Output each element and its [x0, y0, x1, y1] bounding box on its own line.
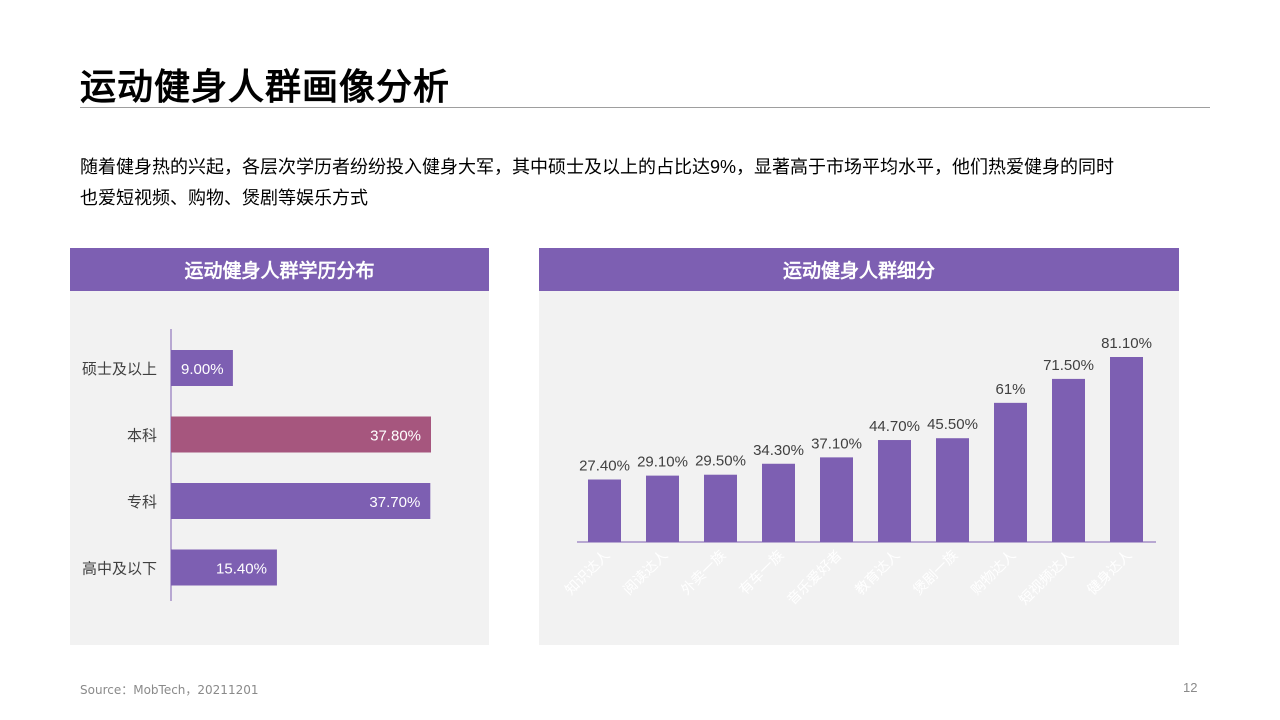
page-title: 运动健身人群画像分析: [80, 66, 451, 107]
segment-category-label: 外卖一族: [678, 547, 729, 598]
segment-bar: [1110, 357, 1143, 542]
education-data-label: 9.00%: [181, 361, 224, 378]
segment-chart-title: 运动健身人群细分: [539, 248, 1179, 291]
segment-bar: [878, 440, 911, 542]
education-category-label: 本科: [127, 428, 157, 445]
segment-category-label: 有车一族: [736, 547, 787, 598]
source-note: Source：MobTech，20211201: [80, 683, 259, 697]
education-data-label: 37.70%: [369, 494, 420, 511]
segment-bar-chart: 27.40% 知识达人 29.10% 阅读达人 29.50% 外卖一族 34.30% 有车一族…: [562, 335, 1156, 608]
education-bar: [171, 416, 431, 453]
education-chart-title: 运动健身人群学历分布: [70, 248, 489, 291]
segment-category-label: 短视频达人: [1016, 547, 1077, 608]
segment-category-label: 健身达人: [1084, 547, 1135, 598]
education-bar: [171, 483, 431, 519]
segment-data-label: 44.70%: [869, 418, 920, 435]
education-bar-chart: 硕士及以上 9.00% 本科 37.80% 专科 37.70% 高中及以下 15.40%: [82, 329, 431, 601]
education-category-label: 硕士及以上: [82, 361, 157, 378]
segment-bar: [820, 457, 853, 542]
segment-category-label: 音乐爱好者: [784, 547, 845, 608]
segment-bar: [588, 479, 621, 542]
segment-category-label: 教育达人: [852, 547, 903, 598]
segment-bar: [762, 463, 795, 542]
segment-data-label: 45.50%: [927, 416, 978, 433]
segment-category-label: 煲剧一族: [910, 547, 961, 598]
segment-data-label: 61%: [995, 381, 1025, 398]
segment-category-label: 阅读达人: [620, 547, 671, 598]
education-bar: [171, 549, 277, 586]
segment-category-label: 知识达人: [562, 547, 613, 598]
segment-bar: [704, 474, 737, 542]
intro-text: 随着健身热的兴起，各层次学历者纷纷投入健身大军，其中硕士及以上的占比达9%，显著…: [80, 152, 1200, 214]
education-data-label: 37.80%: [370, 428, 421, 445]
education-category-label: 高中及以下: [82, 561, 157, 578]
segment-chart-panel: 运动健身人群细分 27.40% 知识达人 29.10% 阅读达人 29.50% 外卖一族 3…: [539, 248, 1179, 645]
segment-data-label: 71.50%: [1043, 357, 1094, 374]
segment-bar: [994, 402, 1027, 542]
segment-bar: [1052, 378, 1085, 542]
intro-line-2: 也爱短视频、购物、煲剧等娱乐方式: [80, 188, 368, 208]
segment-data-label: 29.10%: [637, 454, 688, 471]
education-data-label: 15.40%: [216, 561, 267, 578]
segment-data-label: 34.30%: [753, 442, 804, 459]
education-category-label: 专科: [127, 494, 157, 511]
title-divider: [80, 107, 1210, 108]
segment-data-label: 81.10%: [1101, 335, 1152, 352]
segment-category-label: 购物达人: [968, 547, 1019, 598]
segment-bar: [936, 438, 969, 542]
page-number: 12: [1183, 680, 1198, 695]
intro-line-1: 随着健身热的兴起，各层次学历者纷纷投入健身大军，其中硕士及以上的占比达9%，显著…: [80, 157, 1115, 177]
segment-bar: [646, 475, 679, 542]
education-chart-panel: 运动健身人群学历分布 硕士及以上 9.00% 本科 37.80% 专科 37.70% 高中及…: [70, 248, 489, 645]
segment-data-label: 29.50%: [695, 453, 746, 470]
segment-data-label: 37.10%: [811, 435, 862, 452]
segment-data-label: 27.40%: [579, 457, 630, 474]
education-bar: [171, 350, 233, 386]
